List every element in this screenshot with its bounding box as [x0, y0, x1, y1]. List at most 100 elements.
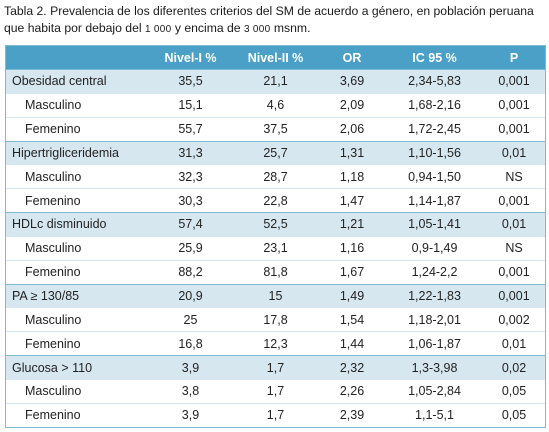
cell-or: 1,21 [318, 212, 386, 237]
row-label: Masculino [6, 378, 148, 404]
cell-or: 2,32 [318, 355, 386, 380]
caption-number-1: 1 000 [144, 24, 172, 35]
cell-ic95: 2,34-5,83 [386, 69, 483, 94]
table-group-row: PA ≥ 130/85 20,9 15 1,49 1,22-1,83 0,001 [6, 283, 545, 308]
cell-ic95: 1,14-1,87 [386, 188, 483, 213]
cell-nivel-1: 57,4 [148, 212, 233, 237]
header-p: P [483, 46, 545, 70]
cell-p: 0,01 [483, 212, 545, 237]
cell-nivel-2: 37,5 [233, 116, 318, 142]
cell-p: 0,05 [483, 378, 545, 404]
cell-nivel-2: 52,5 [233, 212, 318, 237]
cell-p: 0,05 [483, 402, 545, 427]
table-row: Femenino 55,7 37,5 2,06 1,72-2,45 0,001 [6, 116, 545, 142]
cell-p: 0,02 [483, 355, 545, 380]
cell-ic95: 1,18-2,01 [386, 307, 483, 332]
caption-line-2a: que habita por debajo del [4, 21, 145, 35]
cell-nivel-2: 81,8 [233, 259, 318, 285]
table-row: Masculino 25 17,8 1,54 1,18-2,01 0,002 [6, 307, 545, 332]
prevalence-table: Nivel-I % Nivel-II % OR IC 95 % P Obesid… [6, 46, 545, 427]
cell-nivel-2: 21,1 [233, 69, 318, 94]
cell-or: 1,18 [318, 164, 386, 189]
table-body: Obesidad central 35,5 21,1 3,69 2,34-5,83 0,0… [6, 69, 545, 427]
cell-or: 2,09 [318, 92, 386, 118]
cell-nivel-1: 16,8 [148, 331, 233, 356]
table-group-row: Obesidad central 35,5 21,1 3,69 2,34-5,83 0,0… [6, 69, 545, 94]
row-label: Masculino [6, 164, 148, 189]
cell-nivel-2: 4,6 [233, 92, 318, 118]
cell-ic95: 1,22-1,83 [386, 283, 483, 308]
cell-ic95: 1,05-1,41 [386, 212, 483, 237]
cell-nivel-2: 28,7 [233, 164, 318, 189]
row-label: Obesidad central [6, 69, 148, 94]
cell-nivel-1: 55,7 [148, 116, 233, 142]
table-row: Femenino 30,3 22,8 1,47 1,14-1,87 0,001 [6, 188, 545, 213]
cell-or: 2,39 [318, 402, 386, 427]
cell-or: 1,67 [318, 259, 386, 285]
header-nivel-2: Nivel-II % [233, 46, 318, 70]
cell-nivel-1: 20,9 [148, 283, 233, 308]
table-row: Femenino 16,8 12,3 1,44 1,06-1,87 0,01 [6, 331, 545, 356]
row-label: Masculino [6, 235, 148, 261]
row-label: Femenino [6, 188, 148, 213]
table-row: Masculino 25,9 23,1 1,16 0,9-1,49 NS [6, 235, 545, 261]
cell-p: 0,01 [483, 140, 545, 165]
table-group-row: Hipertrigliceridemia 31,3 25,7 1,31 1,10-1,5… [6, 140, 545, 165]
cell-ic95: 0,94-1,50 [386, 164, 483, 189]
table-row: Masculino 15,1 4,6 2,09 1,68-2,16 0,001 [6, 92, 545, 118]
cell-or: 1,44 [318, 331, 386, 356]
cell-p: 0,001 [483, 283, 545, 308]
row-label: Hipertrigliceridemia [6, 140, 148, 165]
table-row: Masculino 32,3 28,7 1,18 0,94-1,50 NS [6, 164, 545, 189]
row-label: Masculino [6, 307, 148, 332]
cell-or: 1,49 [318, 283, 386, 308]
table-caption: Tabla 2. Prevalencia de los diferentes c… [4, 3, 544, 38]
cell-p: NS [483, 235, 545, 261]
caption-line-1: Tabla 2. Prevalencia de los diferentes c… [4, 4, 534, 18]
data-table-container: Nivel-I % Nivel-II % OR IC 95 % P Obesid… [5, 45, 546, 428]
cell-ic95: 1,24-2,2 [386, 259, 483, 285]
row-label: Femenino [6, 331, 148, 356]
caption-number-2: 3 000 [243, 24, 271, 35]
cell-ic95: 1,1-5,1 [386, 402, 483, 427]
cell-nivel-1: 31,3 [148, 140, 233, 165]
cell-nivel-1: 3,8 [148, 378, 233, 404]
cell-or: 1,47 [318, 188, 386, 213]
cell-nivel-2: 1,7 [233, 378, 318, 404]
cell-nivel-1: 25 [148, 307, 233, 332]
row-label: HDLc disminuido [6, 212, 148, 237]
header-ic95: IC 95 % [386, 46, 483, 70]
table-group-row: Glucosa > 110 3,9 1,7 2,32 1,3-3,98 0,02 [6, 355, 545, 380]
cell-nivel-1: 88,2 [148, 259, 233, 285]
cell-p: 0,001 [483, 69, 545, 94]
cell-p: 0,001 [483, 92, 545, 118]
cell-ic95: 1,68-2,16 [386, 92, 483, 118]
cell-nivel-2: 1,7 [233, 402, 318, 427]
cell-ic95: 1,72-2,45 [386, 116, 483, 142]
cell-nivel-1: 25,9 [148, 235, 233, 261]
cell-p: 0,001 [483, 188, 545, 213]
cell-ic95: 1,3-3,98 [386, 355, 483, 380]
cell-nivel-1: 15,1 [148, 92, 233, 118]
caption-line-2b: y encima de [171, 21, 244, 35]
cell-nivel-1: 30,3 [148, 188, 233, 213]
cell-p: NS [483, 164, 545, 189]
cell-or: 3,69 [318, 69, 386, 94]
cell-nivel-1: 3,9 [148, 402, 233, 427]
cell-nivel-2: 17,8 [233, 307, 318, 332]
header-or: OR [318, 46, 386, 70]
table-row: Masculino 3,8 1,7 2,26 1,05-2,84 0,05 [6, 378, 545, 404]
cell-ic95: 1,10-1,56 [386, 140, 483, 165]
row-label: Glucosa > 110 [6, 355, 148, 380]
cell-ic95: 1,06-1,87 [386, 331, 483, 356]
cell-nivel-2: 25,7 [233, 140, 318, 165]
row-label: Masculino [6, 92, 148, 118]
cell-nivel-2: 12,3 [233, 331, 318, 356]
row-label: PA ≥ 130/85 [6, 283, 148, 308]
cell-or: 2,06 [318, 116, 386, 142]
cell-nivel-1: 32,3 [148, 164, 233, 189]
row-label: Femenino [6, 402, 148, 427]
cell-nivel-1: 3,9 [148, 355, 233, 380]
cell-nivel-2: 15 [233, 283, 318, 308]
cell-or: 1,54 [318, 307, 386, 332]
